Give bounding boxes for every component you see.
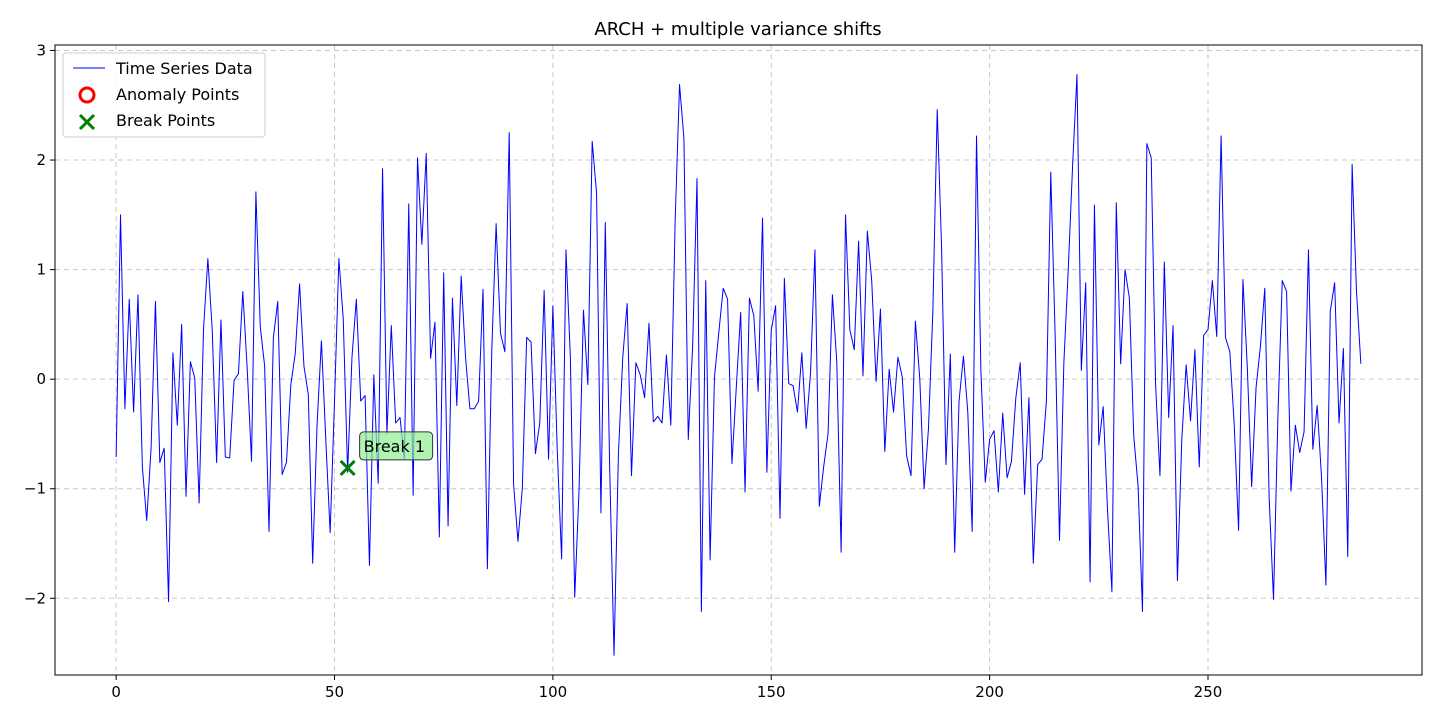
- x-tick-label: 100: [539, 683, 568, 701]
- legend: Time Series Data Anomaly Points Break Po…: [62, 52, 266, 138]
- legend-anomaly-marker: [78, 86, 96, 104]
- y-tick-label: 1: [36, 261, 46, 279]
- legend-label-break: Break Points: [116, 111, 215, 130]
- legend-label-anomaly: Anomaly Points: [116, 85, 239, 104]
- legend-box: [62, 52, 266, 138]
- x-tick-label: 0: [111, 683, 121, 701]
- y-tick-label: 0: [36, 370, 46, 388]
- legend-break-marker: [78, 113, 96, 131]
- y-tick-label: −2: [24, 589, 46, 607]
- x-tick-label: 200: [975, 683, 1004, 701]
- series-layer: [115, 74, 1362, 656]
- break-point-marker: [339, 459, 356, 476]
- axis-ticks: 0 50 100 150 200 250 −2 −1 0 1 2 3: [24, 41, 1222, 701]
- legend-label-series: Time Series Data: [115, 59, 253, 78]
- grid: [55, 45, 1422, 675]
- break-annotation-label: Break 1: [364, 437, 425, 456]
- y-tick-label: −1: [24, 480, 46, 498]
- y-tick-label: 2: [36, 151, 46, 169]
- plot-frame: [54, 44, 1423, 676]
- series-line: [115, 74, 1362, 656]
- y-tick-label: 3: [36, 41, 46, 59]
- marker-layer: Break 1: [339, 431, 434, 476]
- x-tick-label: 250: [1194, 683, 1223, 701]
- x-tick-label: 50: [325, 683, 344, 701]
- break-annotation-box: [359, 431, 434, 461]
- x-tick-label: 150: [757, 683, 786, 701]
- chart-title: ARCH + multiple variance shifts: [594, 19, 881, 40]
